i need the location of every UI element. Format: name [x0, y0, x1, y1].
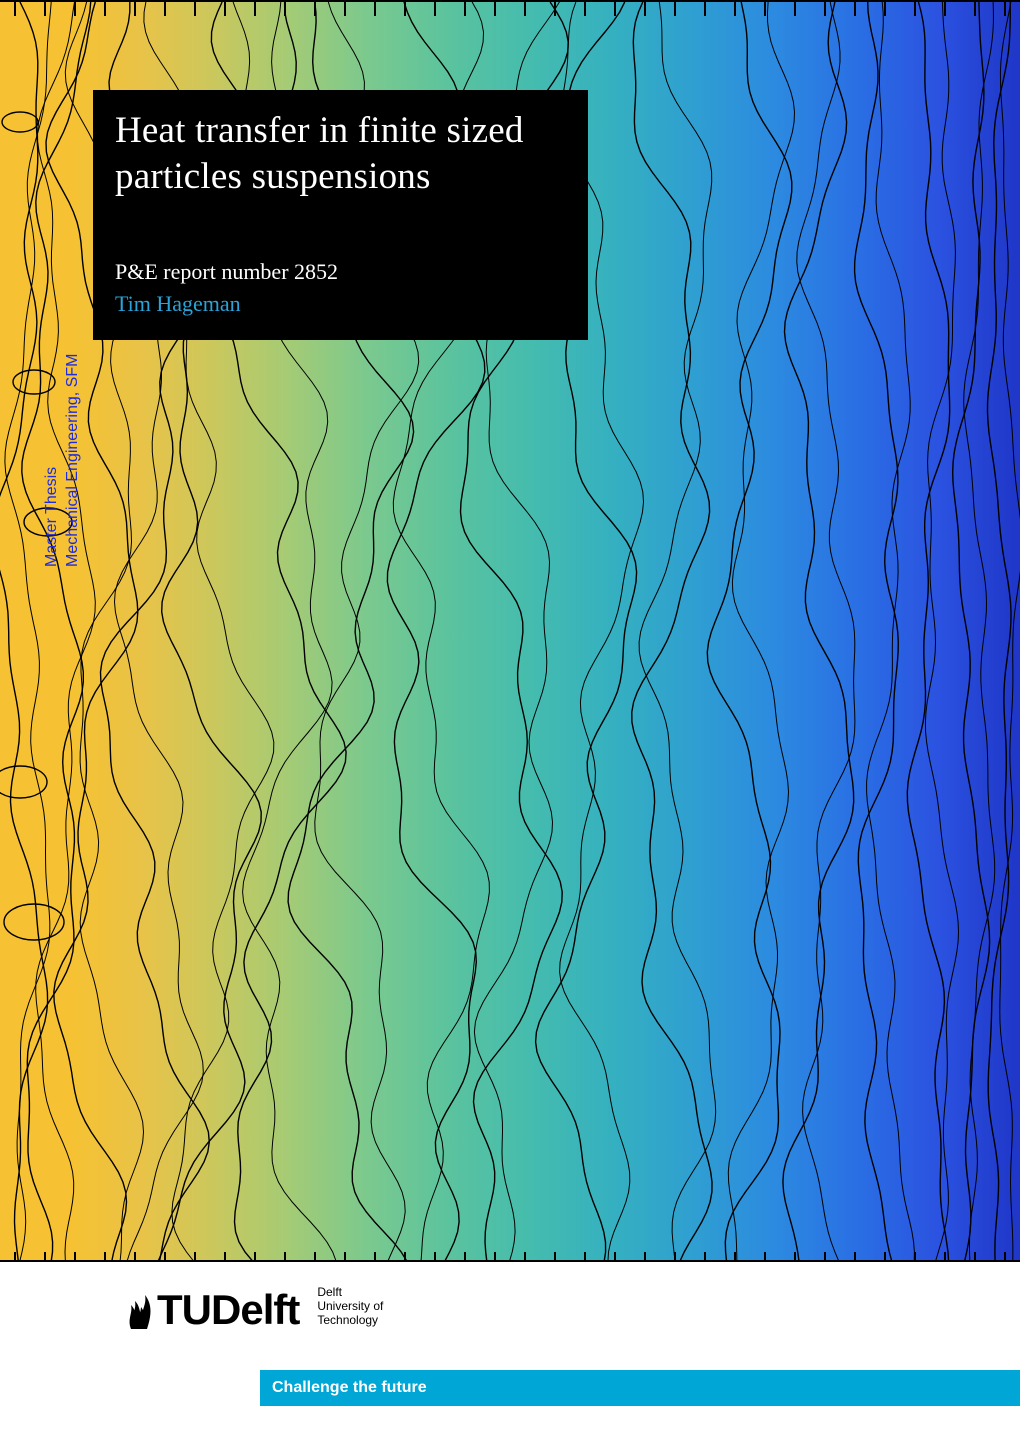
- report-number: P&E report number 2852: [115, 259, 566, 285]
- tudelft-logo: TUDelft Delft University of Technology: [125, 1286, 383, 1331]
- spine-line-2: Mechanical Engineering, SFM: [63, 367, 84, 567]
- author-name: Tim Hageman: [115, 291, 566, 317]
- tudelft-logo-mark: TUDelft: [125, 1287, 299, 1331]
- tud-sub-2: University of: [317, 1300, 383, 1314]
- tud-sub-1: Delft: [317, 1286, 383, 1300]
- page: Heat transfer in finite sized particles …: [0, 0, 1020, 1442]
- spine-label: Master Thesis Mechanical Engineering, SF…: [42, 367, 84, 567]
- tudelft-wordmark: TUDelft: [157, 1289, 299, 1331]
- tud-sub-3: Technology: [317, 1314, 383, 1328]
- title-box: Heat transfer in finite sized particles …: [93, 90, 588, 340]
- spine-line-1: Master Thesis: [43, 467, 60, 567]
- tagline-text: Challenge the future: [272, 1379, 427, 1397]
- page-title: Heat transfer in finite sized particles …: [115, 108, 566, 201]
- footer: TUDelft Delft University of Technology C…: [0, 1260, 1020, 1442]
- flame-icon: [125, 1287, 155, 1331]
- footer-rule: [0, 1260, 1020, 1262]
- hero-background: Heat transfer in finite sized particles …: [0, 0, 1020, 1260]
- tagline-bar: Challenge the future: [260, 1370, 1020, 1406]
- tudelft-subtext: Delft University of Technology: [317, 1286, 383, 1327]
